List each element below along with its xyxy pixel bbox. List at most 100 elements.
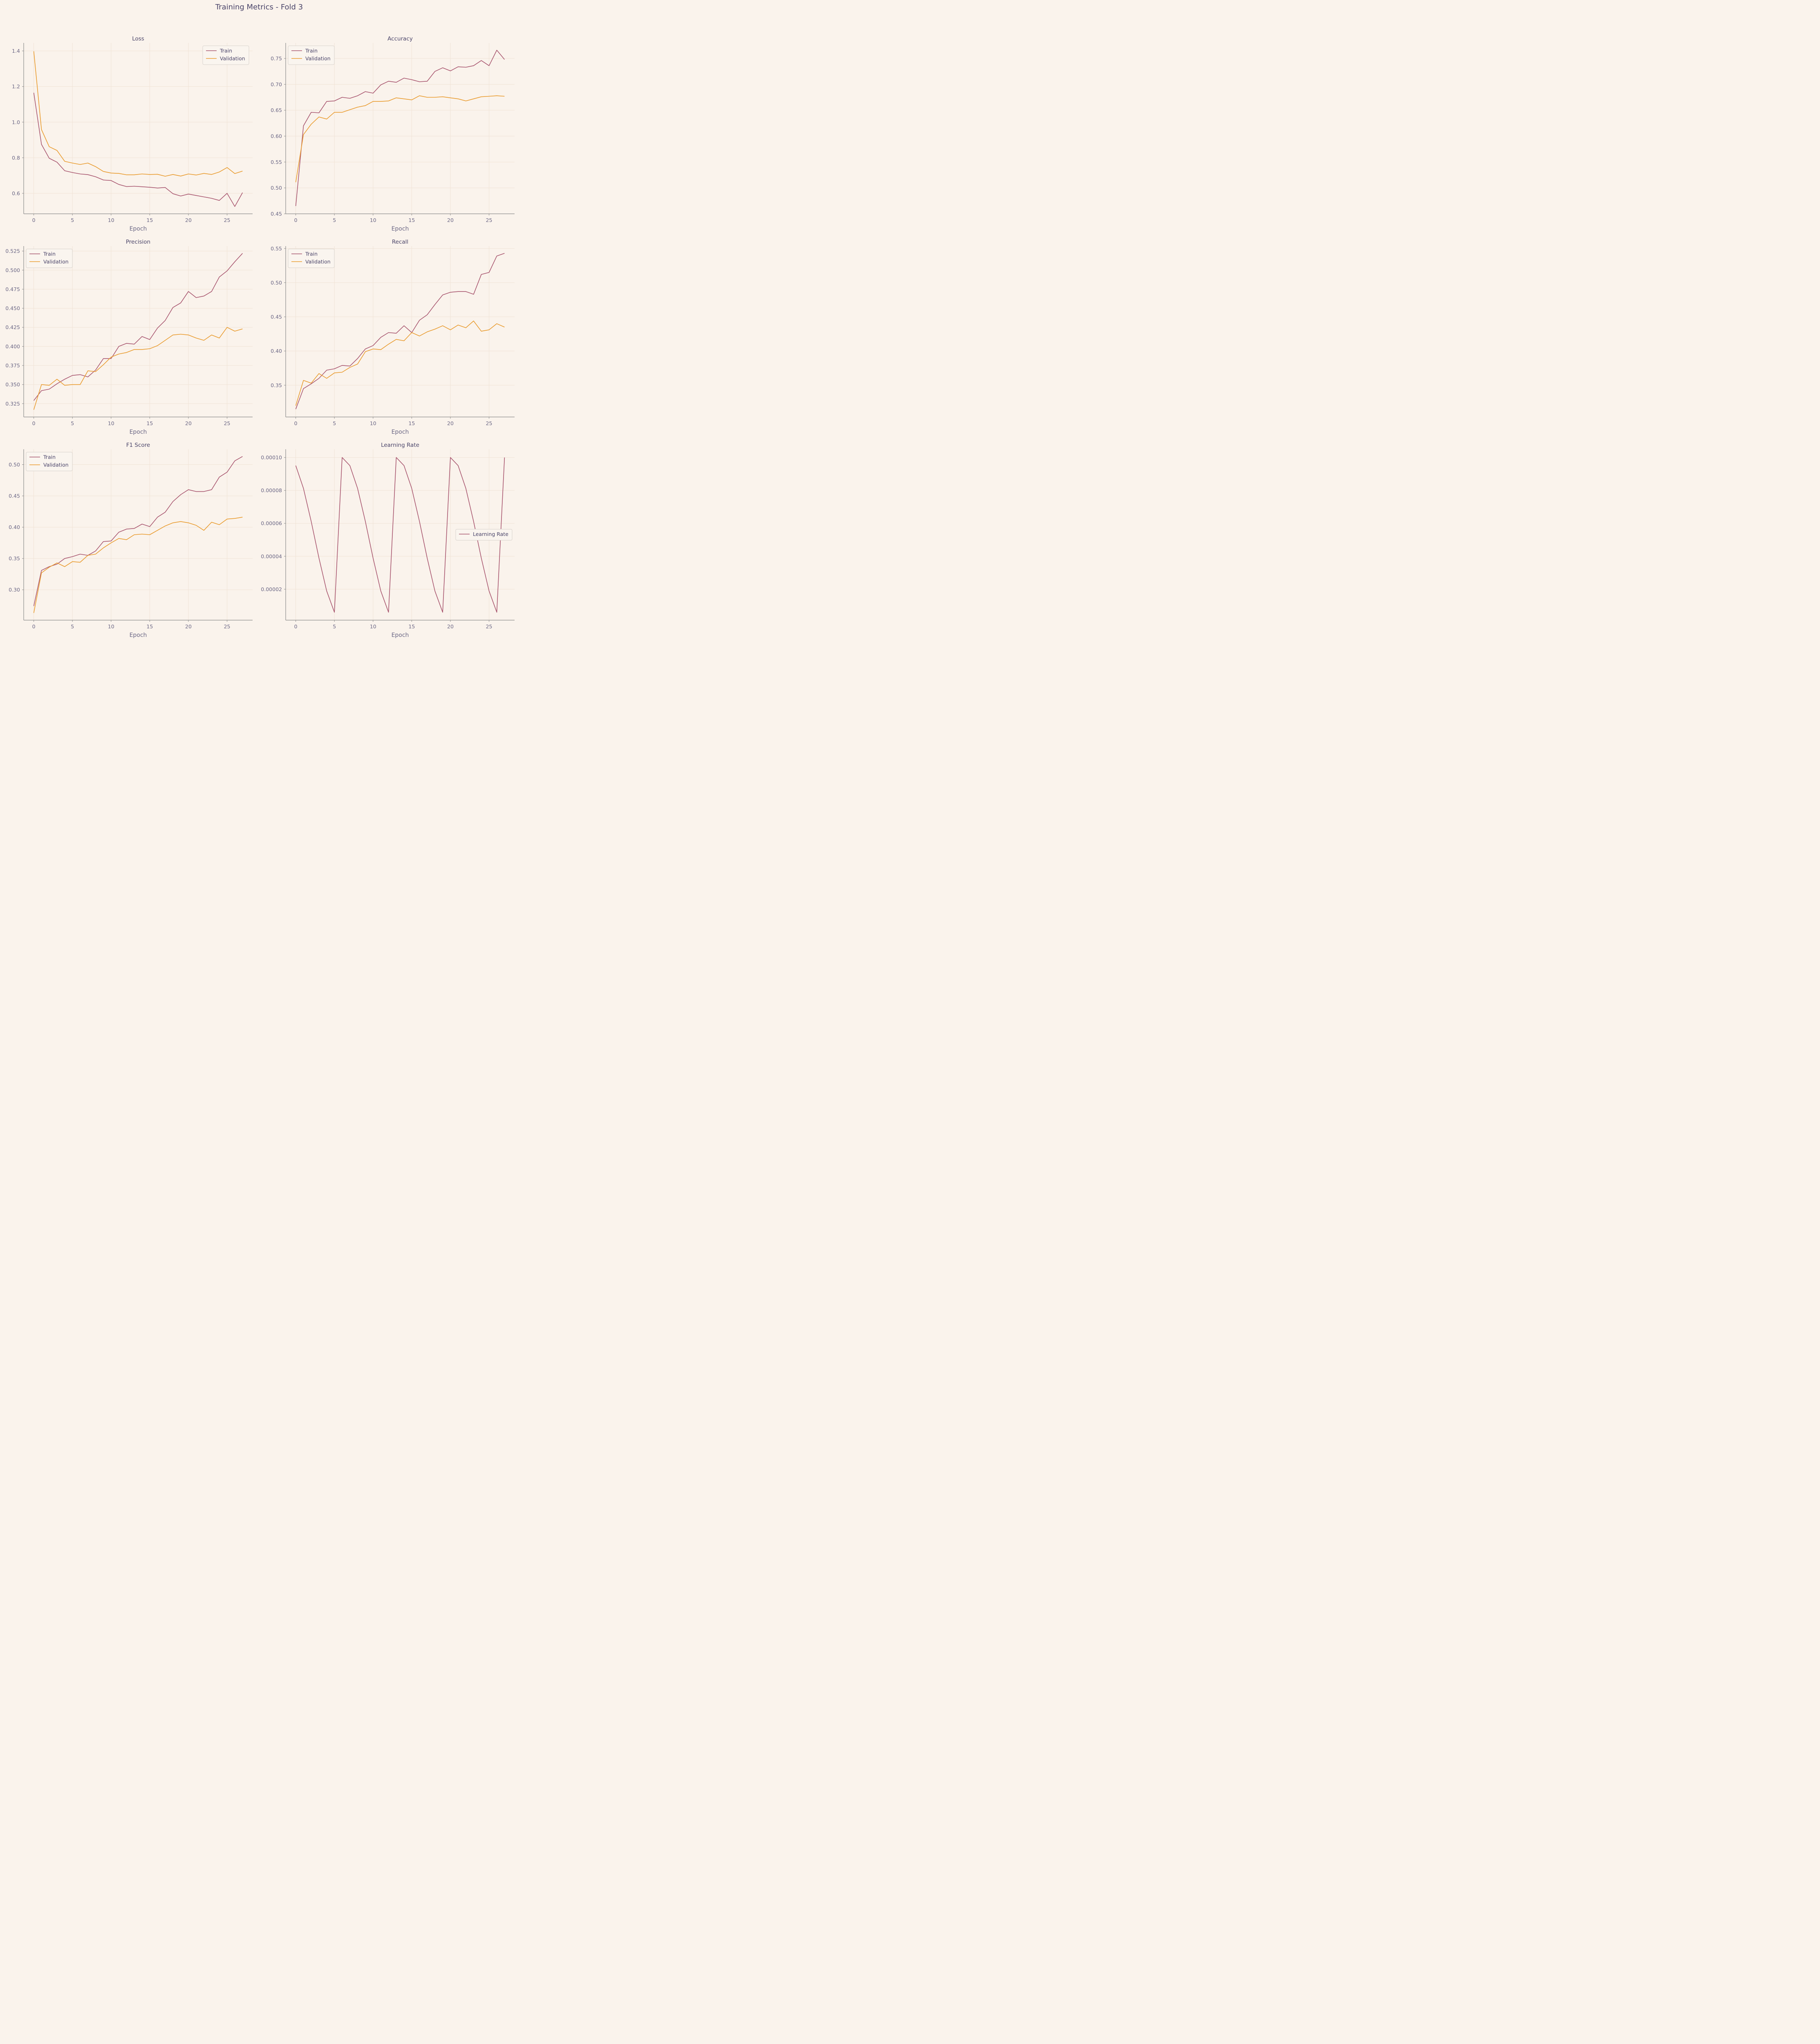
x-tick-label: 25	[224, 420, 231, 426]
y-tick-label: 0.45	[271, 314, 282, 320]
y-tick-label: 0.00010	[261, 455, 282, 461]
x-axis-label: Epoch	[392, 632, 409, 639]
legend: Train Validation	[288, 249, 335, 268]
x-axis-label: Epoch	[130, 429, 147, 435]
chart-title: Accuracy	[387, 36, 413, 42]
legend-label: Validation	[305, 259, 331, 265]
y-tick-label: 0.70	[271, 81, 282, 87]
y-tick-label: 0.400	[5, 343, 20, 350]
y-tick-label: 0.350	[5, 381, 20, 388]
x-tick-label: 10	[108, 420, 114, 426]
y-tick-label: 0.45	[9, 493, 20, 499]
x-axis-label: Epoch	[392, 226, 409, 232]
series-line-train	[295, 49, 505, 206]
legend-label: Train	[43, 251, 56, 257]
legend: Train Validation	[26, 452, 73, 471]
y-tick-label: 0.00008	[261, 487, 282, 493]
series-line-validation	[33, 517, 243, 613]
y-tick-label: 0.45	[271, 211, 282, 217]
y-tick-label: 0.325	[5, 401, 20, 407]
legend: Train Validation	[202, 45, 249, 65]
x-tick-label: 15	[146, 217, 153, 223]
x-tick-label: 25	[486, 217, 492, 223]
x-tick-label: 10	[108, 217, 114, 223]
series-line-validation	[295, 320, 505, 406]
x-tick-label: 25	[486, 623, 492, 630]
series-line-train	[33, 456, 243, 606]
y-tick-label: 0.425	[5, 324, 20, 330]
x-tick-label: 20	[185, 623, 192, 630]
x-tick-label: 20	[447, 420, 454, 426]
y-tick-label: 0.500	[5, 267, 20, 273]
legend-label: Train	[305, 251, 318, 257]
y-tick-label: 0.00006	[261, 520, 282, 527]
y-tick-label: 1.4	[12, 48, 20, 54]
y-tick-label: 0.40	[271, 348, 282, 354]
x-tick-label: 0	[294, 623, 298, 630]
x-tick-label: 20	[447, 217, 454, 223]
chart-title: Loss	[132, 36, 144, 42]
chart-accuracy: Accuracy 0 5 10 15 20 25 0.45 0.50 0.55 0.60 0.65 0.…	[271, 36, 515, 232]
legend-label: Validation	[305, 56, 331, 62]
x-tick-label: 5	[333, 217, 336, 223]
y-tick-label: 0.35	[9, 556, 20, 562]
y-tick-label: 0.35	[271, 382, 282, 388]
chart-title: Recall	[392, 239, 408, 245]
figure-title: Training Metrics - Fold 3	[215, 3, 303, 11]
x-tick-label: 20	[447, 623, 454, 630]
legend-label: Train	[43, 454, 56, 460]
chart-title: Learning Rate	[381, 442, 419, 448]
x-tick-label: 15	[408, 217, 415, 223]
legend-label: Validation	[43, 259, 69, 265]
y-tick-label: 0.00002	[261, 586, 282, 592]
y-tick-label: 0.75	[271, 56, 282, 62]
chart-recall: Recall 0 5 10 15 20 25 0.35 0.40 0.45 0.50 0.55 Epoc…	[271, 239, 515, 435]
series-line-train	[295, 253, 505, 410]
x-tick-label: 10	[370, 217, 376, 223]
y-tick-label: 0.8	[12, 155, 20, 161]
x-axis-label: Epoch	[130, 226, 147, 232]
x-tick-label: 10	[370, 623, 376, 630]
chart-title: F1 Score	[126, 442, 150, 448]
x-tick-label: 15	[146, 420, 153, 426]
x-tick-label: 0	[294, 217, 298, 223]
y-tick-label: 0.525	[5, 248, 20, 254]
chart-title: Precision	[126, 239, 150, 245]
y-tick-label: 0.55	[271, 245, 282, 251]
x-tick-label: 20	[185, 217, 192, 223]
x-tick-label: 0	[294, 420, 298, 426]
x-tick-label: 25	[486, 420, 492, 426]
x-tick-label: 0	[32, 420, 36, 426]
legend-label: Train	[219, 48, 232, 54]
figure-canvas: Training Metrics - Fold 3 Loss 0 5 10 15 20 25…	[5, 3, 515, 639]
y-tick-label: 0.475	[5, 286, 20, 292]
y-tick-label: 0.30	[9, 587, 20, 593]
legend: Train Validation	[26, 249, 73, 268]
y-tick-label: 0.65	[271, 107, 282, 113]
y-tick-label: 1.0	[12, 119, 20, 125]
series-line-train	[33, 92, 243, 207]
x-tick-label: 25	[224, 623, 231, 630]
x-tick-label: 15	[408, 420, 415, 426]
y-tick-label: 0.40	[9, 524, 20, 530]
x-tick-label: 0	[32, 623, 36, 630]
y-tick-label: 0.6	[12, 190, 20, 196]
legend-box	[455, 529, 513, 540]
legend-label: Validation	[220, 56, 245, 62]
y-tick-label: 0.50	[9, 462, 20, 468]
x-tick-label: 5	[71, 623, 74, 630]
series-line-learning-rate	[295, 457, 505, 613]
legend-label: Train	[305, 48, 318, 54]
x-tick-label: 5	[71, 420, 74, 426]
y-tick-label: 0.55	[271, 159, 282, 165]
series-line-validation	[33, 327, 243, 410]
chart-precision: Precision 0 5 10 15 20 25 0.325 0.350 0.375 0.400 0…	[5, 239, 253, 435]
y-tick-label: 0.375	[5, 363, 20, 369]
y-tick-label: 0.450	[5, 305, 20, 312]
chart-learning-rate: Learning Rate 0 5 10 15 20 25 0.00002 0.00004 0.0…	[261, 442, 515, 639]
x-tick-label: 10	[370, 420, 376, 426]
x-tick-label: 0	[32, 217, 36, 223]
x-axis-label: Epoch	[130, 632, 147, 639]
x-tick-label: 10	[108, 623, 114, 630]
chart-loss: Loss 0 5 10 15 20 25 0.6 0.8 1.0 1.2 1.4 Epoch Train V…	[12, 36, 253, 232]
